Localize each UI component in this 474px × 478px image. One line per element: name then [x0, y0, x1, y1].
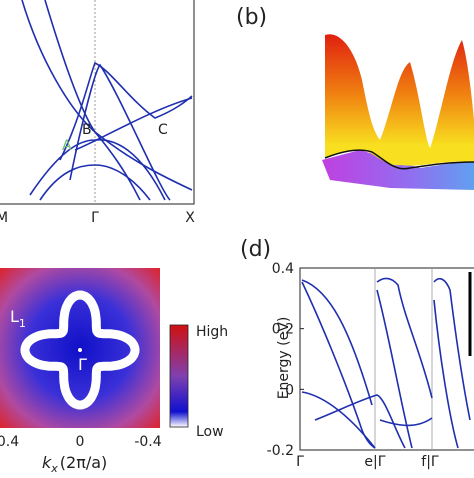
x-tick-label: M [0, 210, 8, 226]
colorbar-label: High [196, 324, 228, 340]
surface-base [322, 150, 474, 190]
x-tick-label: f|Γ [421, 454, 439, 470]
region-label: L1 [10, 307, 26, 330]
x-tick-label: e|Γ [364, 454, 385, 470]
y-tick-label: 0.4 [272, 261, 294, 277]
x-label-sub: x [50, 462, 58, 474]
band [44, 0, 141, 201]
band [314, 394, 406, 449]
band [69, 63, 171, 201]
x-tick-label: 0 [76, 434, 85, 450]
region-label-sub: 1 [19, 317, 26, 330]
surface [325, 34, 474, 166]
band [74, 97, 193, 151]
y-tick-label: 0.2 [272, 322, 294, 338]
point-label: C [158, 122, 168, 138]
band [433, 299, 459, 449]
band [376, 289, 413, 449]
colorbar [169, 324, 189, 428]
band [21, 0, 193, 191]
y-tick-label: 0 [285, 382, 294, 398]
panel-d: (d) Energy (eV) Γ e|Γ f|Γ 0.4 0.2 0 -0.2 [240, 237, 474, 470]
x-tick-label: X [185, 210, 195, 226]
panel-label: (b) [236, 5, 267, 30]
panel-b: (b) [236, 5, 474, 190]
x-tick-label: Γ [91, 210, 99, 226]
point-label: Γ [78, 355, 87, 374]
band [39, 164, 151, 201]
frame [299, 267, 474, 451]
y-tick-label: -0.2 [267, 443, 294, 459]
y-axis-label: Energy (eV) [276, 317, 292, 400]
band [301, 391, 376, 449]
frame [0, 0, 195, 205]
band [59, 61, 193, 161]
x-label-main: k [42, 453, 52, 472]
panel-label: (d) [240, 237, 271, 262]
x-label-unit: (2π/a) [60, 453, 108, 472]
band [376, 277, 433, 399]
colorbar-label: Low [196, 424, 224, 440]
band [379, 417, 433, 427]
panel-a: A B C M Γ X [0, 0, 195, 226]
x-tick-label: 0.4 [0, 434, 19, 450]
point-label: B [82, 122, 92, 138]
contour [324, 149, 474, 170]
contour [20, 290, 140, 410]
band [29, 139, 166, 201]
panel-c: Γ L1 High Low 0.4 0 -0.4 kx (2π/a) [0, 268, 228, 475]
region-label-main: L [10, 307, 19, 326]
gamma-point [78, 348, 82, 352]
band [433, 278, 471, 421]
x-tick-label: -0.4 [134, 434, 161, 450]
band [301, 281, 376, 449]
x-axis-label: kx (2π/a) [42, 453, 107, 474]
point-label: A [62, 138, 72, 154]
band [301, 279, 373, 406]
x-tick-label: Γ [296, 454, 304, 470]
